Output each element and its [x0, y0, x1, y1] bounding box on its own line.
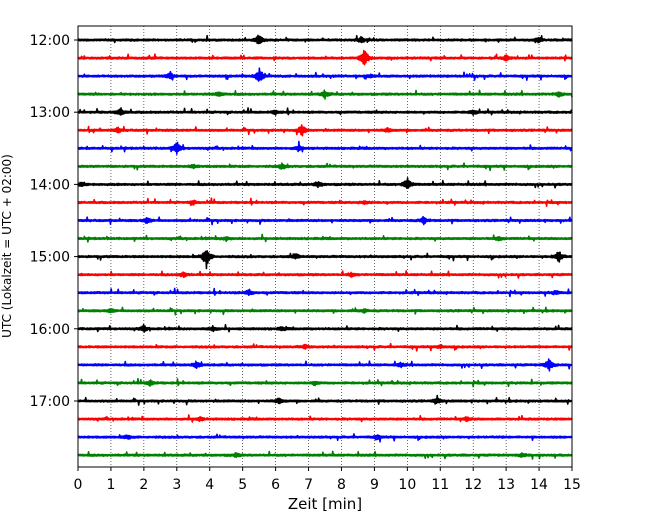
trace-1615: [77, 342, 573, 352]
trace-1300: [77, 107, 573, 116]
x-tick-label: 12: [464, 477, 482, 493]
plot-frame: [77, 25, 573, 468]
trace-1715: [77, 414, 573, 423]
y-axis-label: UTC (Lokalzeit = UTC + 02:00): [0, 154, 14, 338]
y-tick-label: 17:00: [30, 394, 70, 410]
x-tick-label: 0: [74, 477, 83, 493]
x-tick-label: 1: [106, 477, 115, 493]
trace-1600: [77, 323, 573, 333]
trace-1730: [77, 433, 573, 443]
x-tick-label: 7: [304, 477, 313, 493]
trace-1400: [77, 177, 573, 189]
trace-1500: [77, 250, 573, 270]
x-tick-label: 5: [238, 477, 247, 493]
trace-1430: [77, 215, 573, 226]
x-tick-label: 14: [530, 477, 548, 493]
trace-1645: [77, 377, 573, 388]
trace-lines: [77, 34, 573, 460]
trace-1745: [77, 450, 573, 460]
x-tick-label: 6: [271, 477, 280, 493]
y-axis-ticks: 12:00 13:00 14:00 15:00 16:00 17:00: [30, 33, 78, 410]
trace-1630: [77, 358, 573, 372]
x-axis-ticks: 0 1 2 3 4 5 6 7 8 9 10 11 12 13 14 15: [74, 467, 581, 493]
trace-1245: [77, 89, 573, 100]
trace-1415: [77, 197, 573, 207]
x-tick-label: 8: [337, 477, 346, 493]
y-tick-label: 12:00: [30, 33, 70, 49]
trace-1700: [77, 394, 573, 406]
x-tick-label: 9: [370, 477, 379, 493]
trace-1515: [77, 270, 573, 279]
x-tick-label: 13: [497, 477, 515, 493]
trace-1200: [77, 34, 573, 45]
x-tick-label: 3: [172, 477, 181, 493]
trace-1545: [77, 306, 573, 316]
x-tick-label: 15: [563, 477, 581, 493]
x-tick-label: 2: [139, 477, 148, 493]
trace-1530: [77, 287, 573, 298]
x-tick-label: 11: [431, 477, 449, 493]
y-tick-label: 16:00: [30, 322, 70, 338]
trace-1345: [77, 162, 573, 172]
trace-1230: [77, 67, 573, 82]
x-axis-label: Zeit [min]: [288, 495, 362, 513]
y-tick-label: 15:00: [30, 250, 70, 266]
trace-1330: [77, 140, 573, 155]
y-tick-label: 13:00: [30, 105, 70, 121]
trace-1215: [77, 49, 573, 66]
y-tick-label: 14:00: [30, 177, 70, 193]
x-tick-label: 4: [205, 477, 214, 493]
trace-1315: [77, 124, 573, 137]
x-tick-label: 10: [398, 477, 416, 493]
trace-1445: [77, 233, 573, 243]
